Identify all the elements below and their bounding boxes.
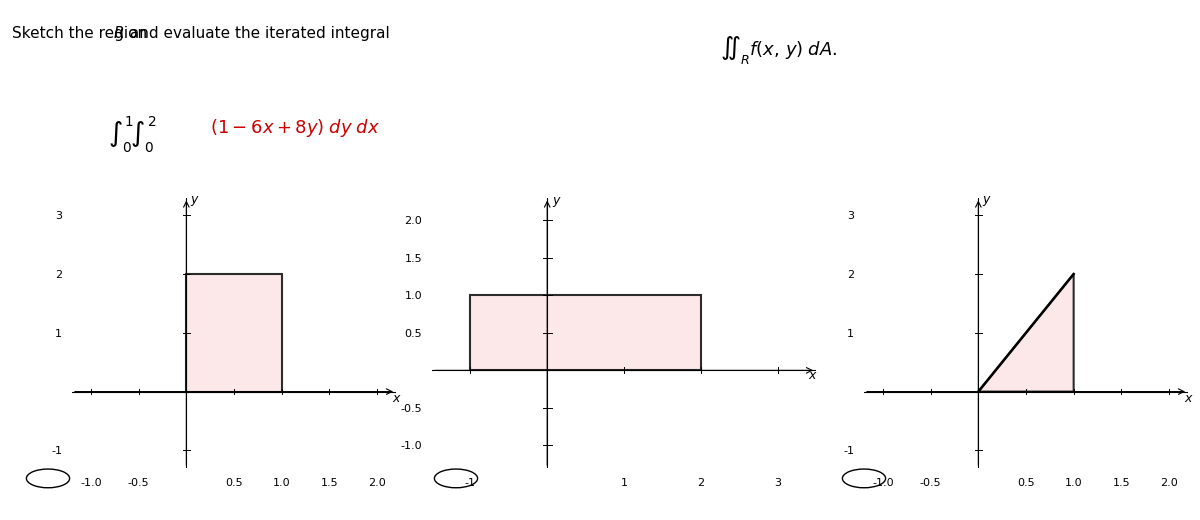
Text: and evaluate the iterated integral: and evaluate the iterated integral: [125, 26, 390, 41]
Text: y: y: [191, 193, 198, 206]
Text: $\int_0^1\!\int_0^2$: $\int_0^1\!\int_0^2$: [108, 114, 156, 154]
Polygon shape: [186, 274, 282, 392]
Text: x: x: [1184, 392, 1192, 405]
Polygon shape: [978, 274, 1074, 392]
Text: $\iint_R f(x,\, y)\;dA.$: $\iint_R f(x,\, y)\;dA.$: [720, 34, 838, 66]
Text: Sketch the region: Sketch the region: [12, 26, 152, 41]
Text: y: y: [983, 193, 990, 206]
Text: x: x: [809, 369, 816, 382]
Text: x: x: [392, 392, 400, 405]
Text: R: R: [114, 26, 125, 41]
Text: $(1 - 6x + 8y)\;dy\;dx$: $(1 - 6x + 8y)\;dy\;dx$: [210, 117, 380, 139]
Text: y: y: [553, 193, 560, 206]
Polygon shape: [470, 295, 701, 370]
